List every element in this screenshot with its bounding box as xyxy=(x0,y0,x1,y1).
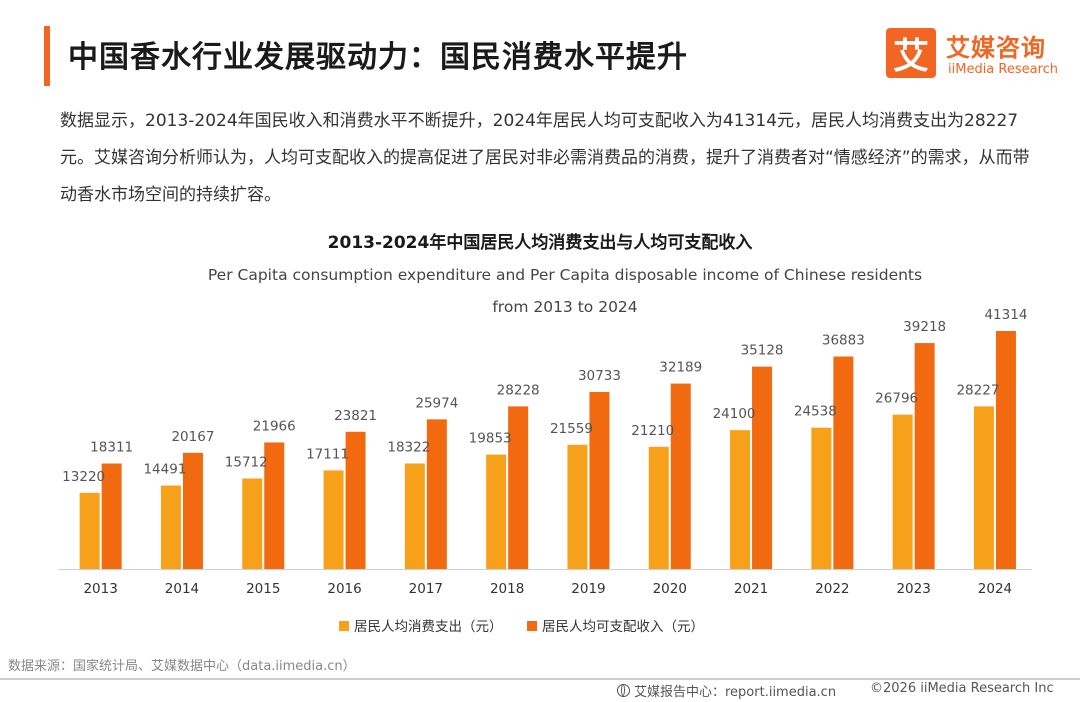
bar-consumption-2017 xyxy=(404,463,425,569)
label-consumption-2018: 19853 xyxy=(469,431,512,447)
label-consumption-2023: 26796 xyxy=(875,391,918,407)
bar-income-2019 xyxy=(589,391,610,569)
bar-income-2015 xyxy=(264,442,285,569)
label-income-2023: 39218 xyxy=(903,319,946,335)
logo-mark-icon: 艾 xyxy=(886,28,936,78)
bar-income-2014 xyxy=(182,452,203,569)
bar-consumption-2022 xyxy=(811,427,832,569)
label-income-2016: 23821 xyxy=(334,408,377,424)
bar-consumption-2014 xyxy=(160,485,181,569)
legend-label-income: 居民人均可支配收入（元） xyxy=(542,619,704,635)
label-consumption-2013: 13220 xyxy=(62,469,105,485)
bar-income-2022 xyxy=(833,356,854,569)
bar-consumption-2020 xyxy=(648,446,669,569)
label-consumption-2024: 28227 xyxy=(956,382,999,398)
label-consumption-2016: 17111 xyxy=(306,446,349,462)
bar-consumption-2024 xyxy=(973,406,994,569)
chart-subtitle-line1: Per Capita consumption expenditure and P… xyxy=(208,266,922,284)
x-tick-2020: 2020 xyxy=(653,581,687,597)
bar-income-2016 xyxy=(345,431,366,569)
bar-income-2017 xyxy=(426,419,447,569)
label-income-2013: 18311 xyxy=(90,440,133,456)
logo-cn-text: 艾媒咨询 xyxy=(946,34,1046,62)
x-tick-2018: 2018 xyxy=(490,581,524,597)
label-income-2020: 32189 xyxy=(659,360,702,376)
legend-label-consumption: 居民人均消费支出（元） xyxy=(354,619,503,635)
x-tick-2016: 2016 xyxy=(327,581,361,597)
globe-icon xyxy=(617,684,630,697)
label-income-2024: 41314 xyxy=(984,307,1027,323)
bar-income-2023 xyxy=(914,343,935,569)
bar-income-2020 xyxy=(670,383,691,569)
x-tick-2021: 2021 xyxy=(734,581,768,597)
label-consumption-2021: 24100 xyxy=(713,406,756,422)
x-tick-2013: 2013 xyxy=(83,581,117,597)
label-consumption-2017: 18322 xyxy=(387,439,430,455)
bar-income-2018 xyxy=(508,406,529,569)
label-income-2018: 28228 xyxy=(497,382,540,398)
chart-subtitle-line2: from 2013 to 2024 xyxy=(492,298,637,316)
footer-divider xyxy=(0,678,1080,680)
label-income-2015: 21966 xyxy=(253,418,296,434)
bar-consumption-2023 xyxy=(892,414,913,569)
page-title: 中国香水行业发展驱动力：国民消费水平提升 xyxy=(68,40,688,75)
bar-income-2013 xyxy=(101,463,122,569)
copyright: ©2026 iiMedia Research Inc xyxy=(870,681,1054,696)
label-income-2022: 36883 xyxy=(822,333,865,349)
bar-consumption-2013 xyxy=(79,492,100,569)
x-tick-2019: 2019 xyxy=(571,581,605,597)
label-income-2021: 35128 xyxy=(741,343,784,359)
report-center-text: 艾媒报告中心：report.iimedia.cn xyxy=(634,685,837,700)
bar-income-2021 xyxy=(752,366,773,569)
label-consumption-2022: 24538 xyxy=(794,404,837,420)
report-center-link[interactable]: 艾媒报告中心：report.iimedia.cn xyxy=(617,681,836,700)
legend-swatch-consumption xyxy=(339,621,349,631)
label-consumption-2020: 21210 xyxy=(631,423,674,439)
bar-income-2024 xyxy=(995,331,1016,569)
data-source: 数据来源：国家统计局、艾媒数据中心（data.iimedia.cn） xyxy=(8,659,356,674)
chart-title: 2013-2024年中国居民人均消费支出与人均可支配收入 xyxy=(328,232,753,253)
bar-consumption-2015 xyxy=(242,478,263,569)
bar-consumption-2021 xyxy=(730,430,751,569)
label-income-2019: 30733 xyxy=(578,368,621,384)
legend-swatch-income xyxy=(527,621,537,631)
x-tick-2024: 2024 xyxy=(978,581,1012,597)
label-income-2014: 20167 xyxy=(171,429,214,445)
x-tick-2023: 2023 xyxy=(896,581,930,597)
title-accent-bar xyxy=(44,26,50,86)
logo-en-text: iiMedia Research xyxy=(948,62,1059,77)
bar-consumption-2018 xyxy=(486,454,507,569)
x-tick-2014: 2014 xyxy=(165,581,199,597)
label-consumption-2014: 14491 xyxy=(143,462,186,478)
x-tick-2022: 2022 xyxy=(815,581,849,597)
label-consumption-2019: 21559 xyxy=(550,421,593,437)
brand-logo: 艾 艾媒咨询 iiMedia Research xyxy=(886,26,1066,82)
label-income-2017: 25974 xyxy=(415,395,458,411)
label-consumption-2015: 15712 xyxy=(225,454,268,470)
x-tick-2017: 2017 xyxy=(409,581,443,597)
bar-consumption-2019 xyxy=(567,444,588,569)
x-tick-2015: 2015 xyxy=(246,581,280,597)
intro-paragraph: 数据显示，2013-2024年国民收入和消费水平不断提升，2024年居民人均可支… xyxy=(60,111,1030,205)
bar-consumption-2016 xyxy=(323,470,344,569)
